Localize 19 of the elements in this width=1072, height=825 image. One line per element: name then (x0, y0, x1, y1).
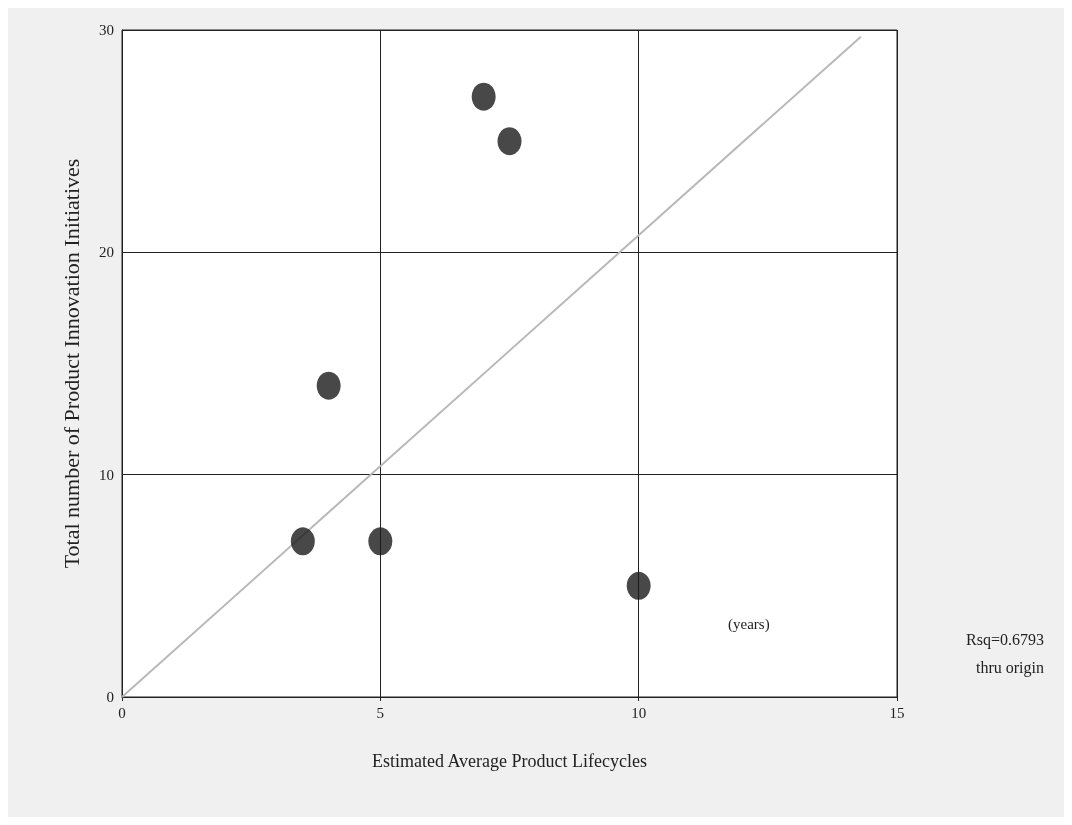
point (368, 527, 393, 556)
point (497, 127, 522, 156)
point (316, 371, 341, 400)
y-tick-label: 20 (99, 244, 114, 261)
point (290, 527, 315, 556)
x-tick-label: 15 (889, 704, 905, 721)
y-axis-title: Total number of Product Innovation Initiatives (58, 158, 84, 569)
point (626, 571, 651, 600)
y-tick-label: 30 (99, 22, 114, 38)
text: thru origin (976, 658, 1045, 677)
x-tick-label: 10 (631, 704, 647, 721)
point (471, 82, 496, 111)
x-tick-label: 5 (376, 704, 385, 721)
x-tick-label: 0 (118, 704, 126, 721)
y-tick-label: 0 (106, 689, 114, 705)
y-tick-label: 10 (99, 466, 114, 483)
text: Rsq=0.6793 (966, 630, 1044, 649)
x-axis-title: Estimated Average Product Lifecycles (371, 751, 648, 771)
annotation: (years) (728, 615, 770, 633)
